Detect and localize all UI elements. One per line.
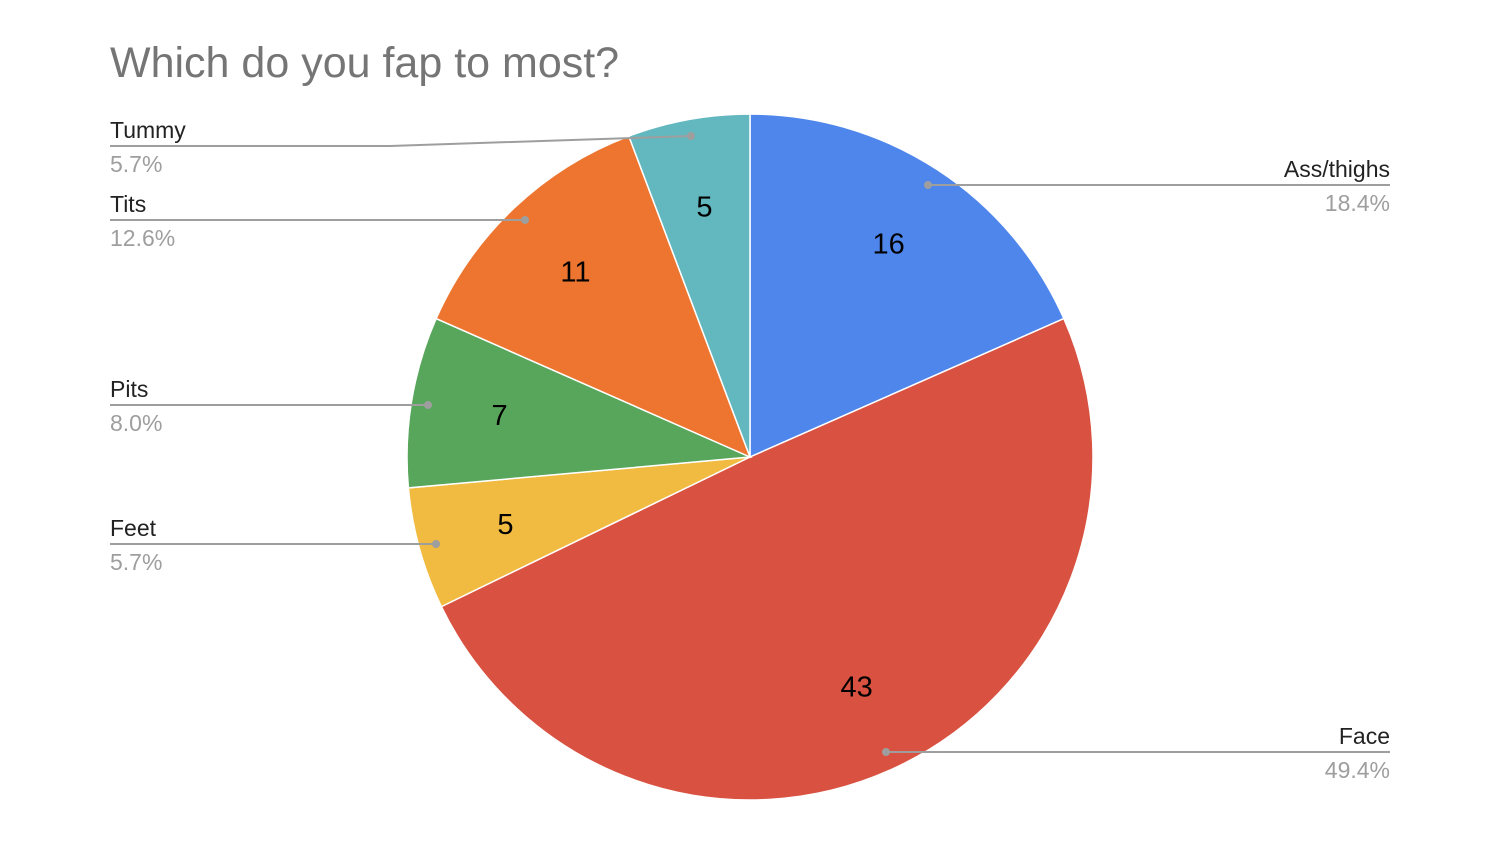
callout-label-ass-thighs: Ass/thighs: [1284, 156, 1390, 182]
leader-dot-tits: [521, 216, 529, 224]
callout-labels: Ass/thighs 18.4% Face 49.4% Feet 5.7% Pits 8.0%…: [110, 117, 1390, 783]
slice-feet[interactable]: [407, 456, 751, 608]
value-label-ass-thighs: 16: [872, 228, 904, 260]
slice-ass-thighs[interactable]: [749, 113, 1065, 459]
callout-percent-ass-thighs: 18.4%: [1325, 190, 1390, 216]
slice-tits[interactable]: [435, 135, 752, 459]
callout-label-tummy: Tummy: [110, 117, 186, 143]
chart-title: Which do you fap to most?: [110, 39, 619, 87]
callout-label-feet: Feet: [110, 515, 157, 541]
value-label-feet: 5: [497, 509, 513, 541]
leader-dot-pits: [424, 401, 432, 409]
leader-line-tummy: [110, 135, 692, 147]
callout-percent-face: 49.4%: [1325, 757, 1390, 783]
leader-dot-tummy: [687, 132, 695, 140]
callout-percent-tummy: 5.7%: [110, 151, 162, 177]
leader-dot-ass-thighs: [924, 181, 932, 189]
slice-face[interactable]: [440, 317, 1094, 801]
value-label-pits: 7: [491, 400, 507, 432]
callout-percent-tits: 12.6%: [110, 225, 175, 251]
callout-label-face: Face: [1339, 723, 1390, 749]
callout-label-tits: Tits: [110, 191, 146, 217]
value-label-tits: 11: [560, 257, 590, 289]
callout-percent-feet: 5.7%: [110, 549, 162, 575]
callout-label-pits: Pits: [110, 376, 148, 402]
leader-dot-face: [882, 748, 890, 756]
slice-tummy[interactable]: [627, 113, 751, 458]
callout-percent-pits: 8.0%: [110, 410, 162, 436]
value-label-tummy: 5: [696, 191, 712, 223]
value-label-face: 43: [840, 671, 872, 703]
slice-pits[interactable]: [406, 317, 753, 489]
leader-dot-feet: [432, 540, 440, 548]
pie-slices: [406, 113, 1094, 801]
slice-value-labels: 16 43 5 7 11 5: [491, 191, 904, 703]
